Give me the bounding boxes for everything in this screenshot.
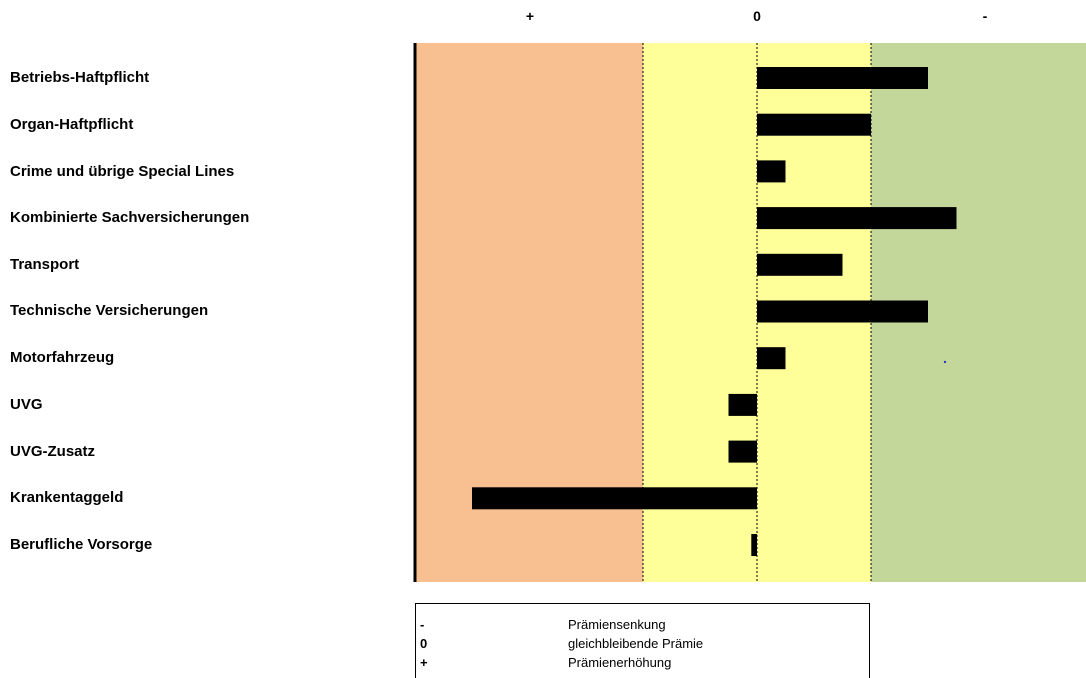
- bar: [757, 300, 928, 323]
- bar: [757, 207, 957, 230]
- category-label: Motorfahrzeug: [10, 349, 115, 366]
- category-label: Betriebs-Haftpflicht: [10, 69, 150, 86]
- category-label: UVG-Zusatz: [10, 443, 96, 460]
- category-label: Kombinierte Sachversicherungen: [10, 209, 250, 226]
- top-axis-label-plus: +: [525, 8, 535, 24]
- bar: [751, 534, 757, 556]
- legend-symbol: -: [420, 617, 425, 632]
- bar: [757, 67, 928, 89]
- top-axis-label-minus: -: [982, 8, 988, 24]
- bar: [728, 393, 757, 416]
- category-label: Technische Versicherungen: [10, 302, 209, 319]
- legend-row-plus: + Prämienerhöhung: [420, 654, 860, 672]
- bar: [757, 113, 871, 136]
- legend-text: Prämienerhöhung: [568, 655, 672, 670]
- bar: [757, 347, 786, 370]
- legend-text: Prämiensenkung: [568, 617, 666, 632]
- category-label: Berufliche Vorsorge: [10, 536, 153, 553]
- category-label: Organ-Haftpflicht: [10, 116, 134, 133]
- legend-box: - Prämiensenkung 0 gleichbleibende Prämi…: [415, 603, 870, 678]
- category-label: UVG: [10, 396, 43, 413]
- top-axis-label-zero: 0: [753, 8, 761, 24]
- legend-text: gleichbleibende Prämie: [568, 636, 704, 651]
- legend-symbol: +: [420, 655, 428, 670]
- bar: [757, 253, 843, 276]
- legend-symbol: 0: [420, 636, 428, 651]
- legend-row-minus: - Prämiensenkung: [420, 616, 860, 634]
- bar: [757, 160, 786, 183]
- category-label: Crime und übrige Special Lines: [10, 163, 235, 180]
- stray-dot: [943, 360, 947, 364]
- bar: [728, 440, 757, 463]
- category-label: Transport: [10, 256, 80, 273]
- legend-row-zero: 0 gleichbleibende Prämie: [420, 635, 860, 653]
- category-label: Krankentaggeld: [10, 489, 124, 506]
- premium-change-chart: [413, 43, 1086, 582]
- bar: [472, 487, 757, 510]
